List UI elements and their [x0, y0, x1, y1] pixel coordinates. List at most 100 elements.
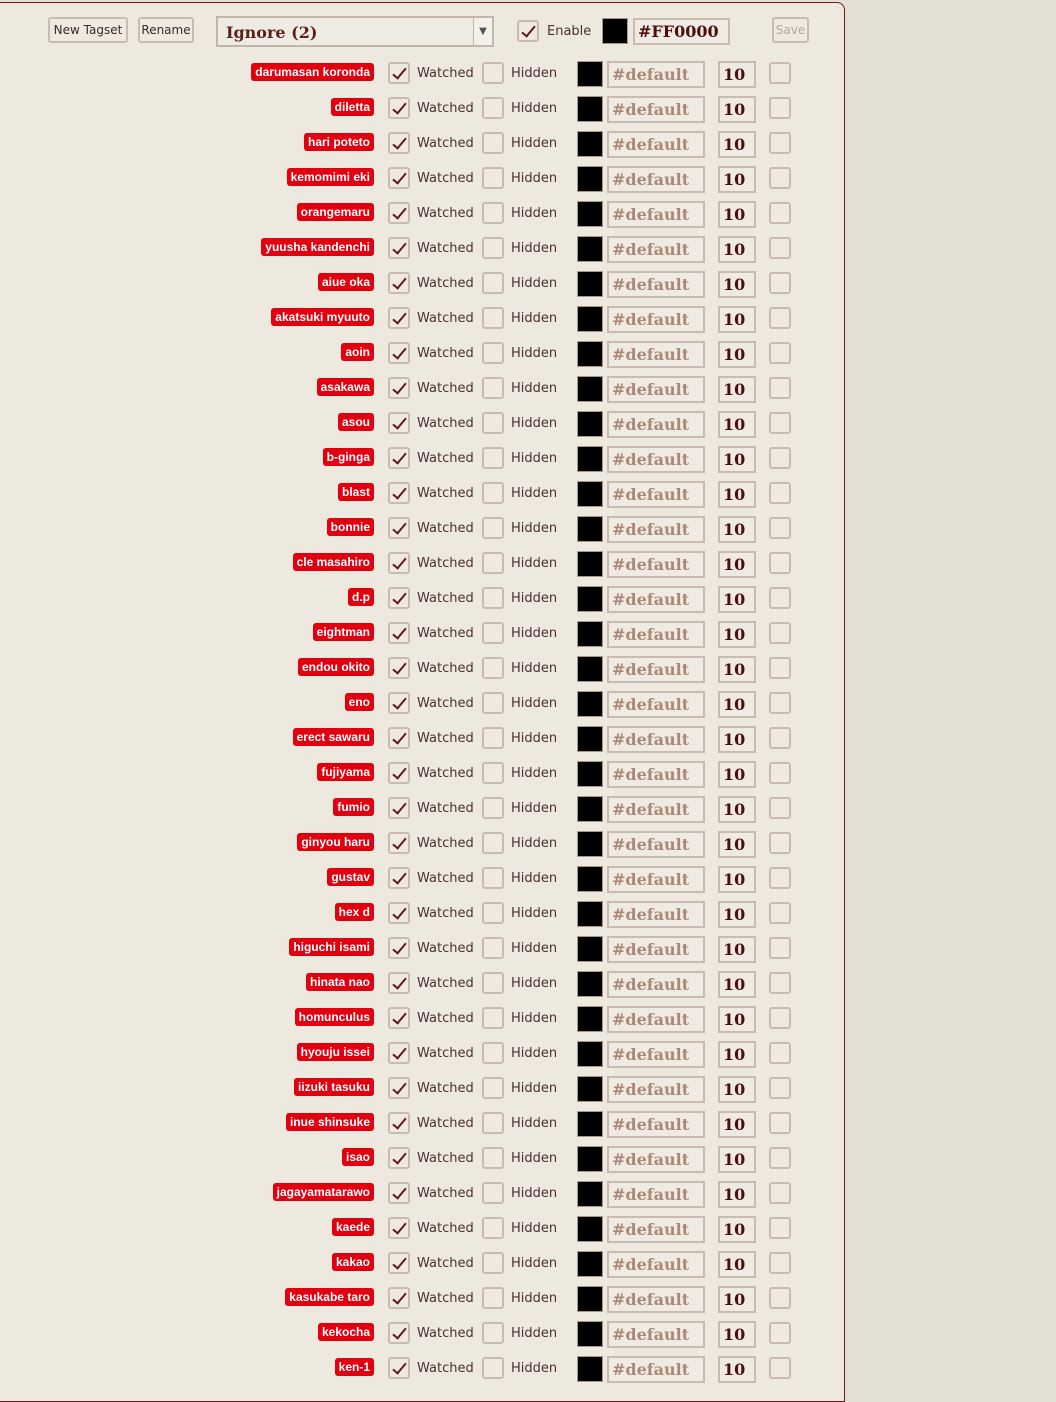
hidden-checkbox[interactable]	[482, 1077, 504, 1099]
row-color-input[interactable]: #default	[607, 61, 705, 88]
row-extra-checkbox[interactable]	[769, 1112, 791, 1134]
row-extra-checkbox[interactable]	[769, 1217, 791, 1239]
hidden-checkbox[interactable]	[482, 1322, 504, 1344]
watched-checkbox[interactable]	[388, 1357, 410, 1379]
hidden-checkbox[interactable]	[482, 1007, 504, 1029]
row-color-input[interactable]: #default	[607, 1251, 705, 1278]
row-extra-checkbox[interactable]	[769, 867, 791, 889]
row-color-swatch[interactable]	[577, 306, 603, 332]
hidden-checkbox[interactable]	[482, 62, 504, 84]
watched-checkbox[interactable]	[388, 727, 410, 749]
row-extra-checkbox[interactable]	[769, 1322, 791, 1344]
hidden-checkbox[interactable]	[482, 377, 504, 399]
row-size-input[interactable]: 10	[718, 201, 756, 228]
row-color-swatch[interactable]	[577, 796, 603, 822]
row-size-input[interactable]: 10	[718, 1006, 756, 1033]
row-color-swatch[interactable]	[577, 1321, 603, 1347]
hidden-checkbox[interactable]	[482, 517, 504, 539]
row-color-swatch[interactable]	[577, 1251, 603, 1277]
hidden-checkbox[interactable]	[482, 97, 504, 119]
hidden-checkbox[interactable]	[482, 867, 504, 889]
row-color-input[interactable]: #default	[607, 586, 705, 613]
watched-checkbox[interactable]	[388, 342, 410, 364]
watched-checkbox[interactable]	[388, 762, 410, 784]
row-color-input[interactable]: #default	[607, 761, 705, 788]
hidden-checkbox[interactable]	[482, 1112, 504, 1134]
row-color-swatch[interactable]	[577, 131, 603, 157]
row-size-input[interactable]: 10	[718, 831, 756, 858]
row-color-input[interactable]: #default	[607, 411, 705, 438]
watched-checkbox[interactable]	[388, 517, 410, 539]
row-color-swatch[interactable]	[577, 1146, 603, 1172]
row-color-input[interactable]: #default	[607, 271, 705, 298]
row-color-input[interactable]: #default	[607, 1076, 705, 1103]
hidden-checkbox[interactable]	[482, 1217, 504, 1239]
row-color-swatch[interactable]	[577, 866, 603, 892]
row-extra-checkbox[interactable]	[769, 692, 791, 714]
hidden-checkbox[interactable]	[482, 937, 504, 959]
row-extra-checkbox[interactable]	[769, 1077, 791, 1099]
row-size-input[interactable]: 10	[718, 726, 756, 753]
watched-checkbox[interactable]	[388, 902, 410, 924]
row-size-input[interactable]: 10	[718, 411, 756, 438]
row-size-input[interactable]: 10	[718, 866, 756, 893]
row-size-input[interactable]: 10	[718, 236, 756, 263]
row-size-input[interactable]: 10	[718, 586, 756, 613]
row-extra-checkbox[interactable]	[769, 972, 791, 994]
row-size-input[interactable]: 10	[718, 61, 756, 88]
row-color-input[interactable]: #default	[607, 341, 705, 368]
watched-checkbox[interactable]	[388, 657, 410, 679]
row-extra-checkbox[interactable]	[769, 902, 791, 924]
row-size-input[interactable]: 10	[718, 621, 756, 648]
row-color-input[interactable]: #default	[607, 446, 705, 473]
row-size-input[interactable]: 10	[718, 1181, 756, 1208]
hidden-checkbox[interactable]	[482, 587, 504, 609]
row-color-input[interactable]: #default	[607, 201, 705, 228]
row-size-input[interactable]: 10	[718, 1041, 756, 1068]
row-color-input[interactable]: #default	[607, 1041, 705, 1068]
row-extra-checkbox[interactable]	[769, 587, 791, 609]
row-extra-checkbox[interactable]	[769, 377, 791, 399]
row-color-input[interactable]: #default	[607, 1286, 705, 1313]
watched-checkbox[interactable]	[388, 552, 410, 574]
row-size-input[interactable]: 10	[718, 166, 756, 193]
row-color-input[interactable]: #default	[607, 831, 705, 858]
row-size-input[interactable]: 10	[718, 936, 756, 963]
row-color-input[interactable]: #default	[607, 1006, 705, 1033]
row-size-input[interactable]: 10	[718, 306, 756, 333]
hidden-checkbox[interactable]	[482, 272, 504, 294]
row-extra-checkbox[interactable]	[769, 517, 791, 539]
row-color-swatch[interactable]	[577, 586, 603, 612]
hidden-checkbox[interactable]	[482, 412, 504, 434]
row-extra-checkbox[interactable]	[769, 1287, 791, 1309]
row-color-swatch[interactable]	[577, 971, 603, 997]
hidden-checkbox[interactable]	[482, 307, 504, 329]
row-extra-checkbox[interactable]	[769, 1042, 791, 1064]
row-extra-checkbox[interactable]	[769, 62, 791, 84]
watched-checkbox[interactable]	[388, 1147, 410, 1169]
watched-checkbox[interactable]	[388, 377, 410, 399]
row-extra-checkbox[interactable]	[769, 937, 791, 959]
row-color-swatch[interactable]	[577, 271, 603, 297]
hidden-checkbox[interactable]	[482, 727, 504, 749]
row-extra-checkbox[interactable]	[769, 622, 791, 644]
watched-checkbox[interactable]	[388, 1042, 410, 1064]
row-size-input[interactable]: 10	[718, 796, 756, 823]
watched-checkbox[interactable]	[388, 132, 410, 154]
row-color-input[interactable]: #default	[607, 1146, 705, 1173]
row-extra-checkbox[interactable]	[769, 1252, 791, 1274]
save-button[interactable]: Save	[772, 17, 809, 43]
row-extra-checkbox[interactable]	[769, 307, 791, 329]
row-color-swatch[interactable]	[577, 1041, 603, 1067]
row-color-swatch[interactable]	[577, 376, 603, 402]
row-color-input[interactable]: #default	[607, 1111, 705, 1138]
hidden-checkbox[interactable]	[482, 202, 504, 224]
watched-checkbox[interactable]	[388, 587, 410, 609]
hidden-checkbox[interactable]	[482, 167, 504, 189]
hidden-checkbox[interactable]	[482, 902, 504, 924]
row-color-swatch[interactable]	[577, 761, 603, 787]
row-size-input[interactable]: 10	[718, 1321, 756, 1348]
row-size-input[interactable]: 10	[718, 446, 756, 473]
row-color-input[interactable]: #default	[607, 376, 705, 403]
row-color-swatch[interactable]	[577, 516, 603, 542]
